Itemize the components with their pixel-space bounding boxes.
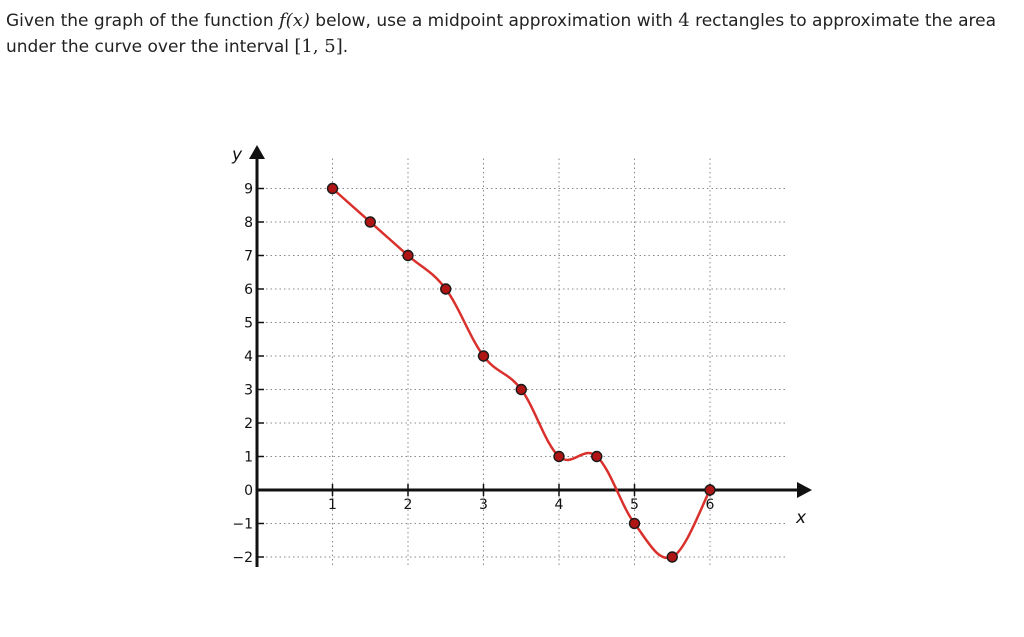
y-tick-label: 1 — [244, 450, 253, 466]
rectangle-count: 4 — [678, 10, 690, 31]
y-axis-label: y — [231, 145, 243, 165]
x-tick-label: 3 — [479, 497, 488, 513]
function-notation: f(x) — [279, 10, 310, 31]
y-tick-label: 8 — [244, 215, 253, 231]
question-part1: Given the graph of the function — [6, 11, 280, 31]
x-axis-label: x — [795, 508, 807, 528]
data-point — [628, 517, 641, 530]
question-part2: below, use a midpoint approximation with — [309, 11, 679, 31]
ticks: −2 −1 0 1 2 3 4 5 6 7 8 9 1 2 3 4 5 6 — [232, 182, 714, 567]
data-point — [704, 484, 716, 496]
data-point — [364, 216, 376, 228]
x-tick-label: 2 — [404, 497, 413, 513]
y-tick-label: −1 — [232, 517, 253, 533]
y-tick-label: 3 — [244, 383, 253, 399]
y-tick-label: 6 — [244, 282, 253, 298]
y-axis-arrow-icon — [249, 145, 265, 159]
y-tick-label: 7 — [244, 249, 253, 265]
curve — [331, 187, 712, 560]
x-tick-label: 4 — [555, 497, 564, 513]
data-point — [477, 350, 490, 362]
y-tick-label: 4 — [244, 349, 253, 365]
x-tick-label: 1 — [328, 497, 337, 513]
y-tick-label: −2 — [232, 550, 253, 566]
y-tick-label: 2 — [244, 416, 253, 432]
data-point — [515, 383, 527, 396]
function-curve — [331, 187, 712, 560]
x-tick-label: 6 — [706, 497, 715, 513]
data-points — [326, 182, 716, 563]
interval-notation: [1, 5] — [294, 36, 343, 57]
grid — [257, 158, 785, 568]
data-point — [666, 551, 678, 563]
x-tick-label: 5 — [630, 497, 639, 513]
data-point — [553, 450, 565, 463]
data-point — [326, 182, 339, 195]
data-point — [402, 249, 414, 262]
axes: yx — [231, 145, 812, 568]
question-part3: rectangles to approximate the area under… — [6, 11, 997, 57]
y-tick-label: 9 — [244, 182, 253, 198]
question-text: Given the graph of the function f(x) bel… — [6, 8, 1018, 60]
y-tick-label: 0 — [244, 483, 253, 499]
data-point — [591, 450, 603, 463]
question-part4: . — [342, 37, 349, 57]
x-axis-arrow-icon — [797, 482, 812, 498]
y-tick-label: 5 — [244, 316, 253, 332]
data-point — [440, 283, 452, 295]
